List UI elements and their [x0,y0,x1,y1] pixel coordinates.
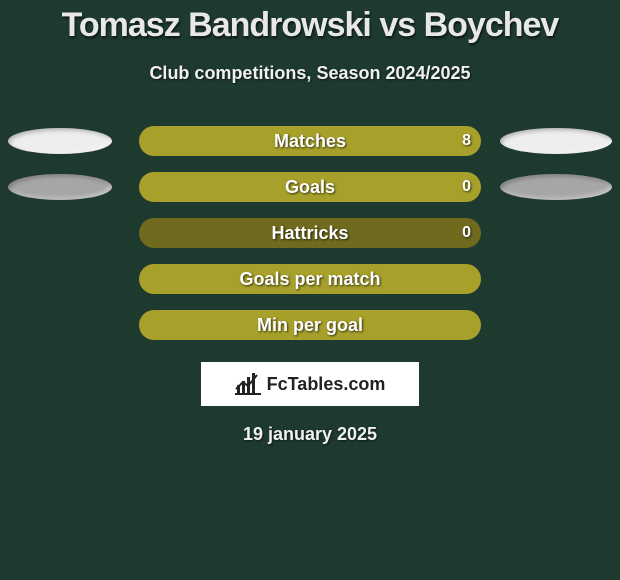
subtitle: Club competitions, Season 2024/2025 [0,63,620,84]
date-label: 19 january 2025 [0,424,620,445]
stat-row: Goals per match [0,264,620,294]
stat-bar: Hattricks 0 [139,218,481,248]
logo-chart-icon [235,373,263,395]
stat-row: Goals 0 [0,172,620,202]
stat-label: Goals [285,177,335,198]
stat-label: Hattricks [271,223,348,244]
stat-value-right: 0 [462,178,471,196]
stat-row: Hattricks 0 [0,218,620,248]
stat-label: Matches [274,131,346,152]
player1-name: Tomasz Bandrowski [62,6,371,44]
stat-row: Matches 8 [0,126,620,156]
player2-name: Boychev [424,6,559,44]
stat-bar: Matches 8 [139,126,481,156]
stat-bar: Min per goal [139,310,481,340]
stat-value-right: 0 [462,224,471,242]
player1-value-ellipse [8,128,112,154]
stat-bar: Goals 0 [139,172,481,202]
player2-value-ellipse [500,174,612,200]
stat-bar: Goals per match [139,264,481,294]
stat-value-right: 8 [462,132,471,150]
fctables-logo[interactable]: FcTables.com [201,362,419,406]
comparison-title: Tomasz Bandrowski vs Boychev [0,0,620,45]
stat-label: Goals per match [239,269,380,290]
player2-value-ellipse [500,128,612,154]
stat-label: Min per goal [257,315,363,336]
logo-text: FcTables.com [267,374,386,395]
stats-container: Matches 8 Goals 0 Hattricks 0 Goals per match M… [0,126,620,340]
stat-row: Min per goal [0,310,620,340]
player1-value-ellipse [8,174,112,200]
vs-label: vs [379,6,415,44]
